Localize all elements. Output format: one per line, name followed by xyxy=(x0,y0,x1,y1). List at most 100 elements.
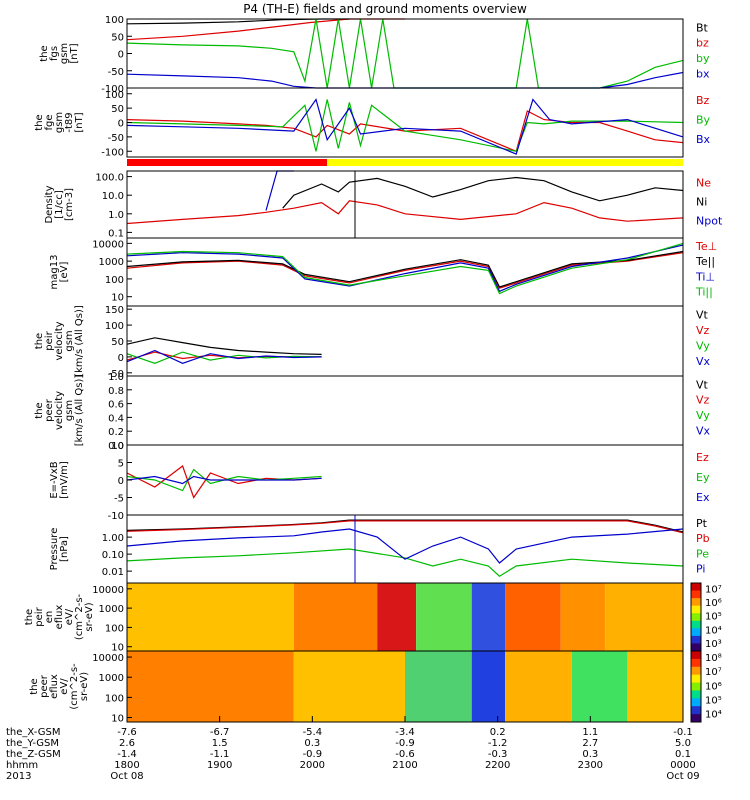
spectrogram-band-9 xyxy=(293,651,405,722)
y-axis-label-5-2: velocity xyxy=(54,391,65,430)
colorbar-cell-8-8 xyxy=(691,643,701,652)
colorbar-label-9-0: 10⁸ xyxy=(705,653,722,664)
legend-4-Vx: Vx xyxy=(696,355,711,368)
series-Ti⊥-12 xyxy=(126,244,684,293)
y-axis-label-8-4: eV/ xyxy=(64,608,75,625)
y-tick-label-9-1: 1000 xyxy=(99,673,124,684)
panel-frame-2 xyxy=(126,170,684,239)
y-tick-label-4-3: 0 xyxy=(118,353,124,364)
legend-7-Pt: Pt xyxy=(696,517,708,530)
spectrogram-band-0 xyxy=(127,583,294,651)
y-axis-label-8-6: sr-eV) xyxy=(84,602,95,631)
legend-2-Ne: Ne xyxy=(696,176,711,189)
x-row-value-3-4: 2200 xyxy=(485,760,510,771)
colorbar-cell-8-5 xyxy=(691,620,701,629)
legend-1-By: By xyxy=(696,113,711,126)
y-axis-label-2-1: [1/cc] xyxy=(54,190,65,219)
y-tick-label-2-0: 100.0 xyxy=(95,173,124,184)
legend-5-Vx: Vx xyxy=(696,424,711,437)
y-axis-label-4-4: [km/s (All Qs)] xyxy=(74,305,85,377)
y-axis-label-2-0: Density xyxy=(44,185,55,223)
legend-3-Te||: Te|| xyxy=(695,255,715,268)
y-tick-label-2-3: 0.1 xyxy=(108,228,124,239)
y-axis-label-8-3: eflux xyxy=(54,605,65,630)
colorbar-label-9-4: 10⁴ xyxy=(705,710,722,721)
spectrogram-band-13 xyxy=(571,651,628,722)
colorbar-cell-9-4 xyxy=(691,682,701,691)
colorbar-label-8-4: 10³ xyxy=(705,639,722,650)
series-Te⊥-10 xyxy=(126,252,684,289)
x-row-label-3: hhmm xyxy=(6,760,38,771)
series-by-2 xyxy=(126,18,684,89)
y-tick-label-1-3: -50 xyxy=(108,133,124,144)
legend-4-Vy: Vy xyxy=(696,340,710,353)
colorbar-cell-9-8 xyxy=(691,714,701,723)
panel-frame-7 xyxy=(126,514,684,584)
y-axis-label-9-2: eflux xyxy=(49,674,60,699)
x-row-value-3-1: 1900 xyxy=(207,760,232,771)
legend-2-Ni: Ni xyxy=(696,195,707,208)
spectrogram-band-14 xyxy=(627,651,683,722)
legend-3-Ti||: Ti|| xyxy=(695,285,713,298)
series-Pi-24 xyxy=(126,528,684,564)
spectrogram-band-12 xyxy=(505,651,572,722)
series-Npot-9 xyxy=(265,170,294,211)
y-tick-label-2-1: 10.0 xyxy=(102,191,124,202)
x-row-value-1-5: 2.7 xyxy=(582,738,598,749)
y-axis-label-1-3: -t89 xyxy=(64,112,75,132)
colorbar-cell-8-0 xyxy=(691,583,701,592)
y-tick-label-5-5: 0.0 xyxy=(108,441,124,452)
series-Ez-18 xyxy=(126,465,322,499)
x-row-value-0-6: -0.1 xyxy=(673,727,693,738)
spectrogram-band-8 xyxy=(127,651,294,722)
legend-3-Ti⊥: Ti⊥ xyxy=(695,270,715,283)
x-row-value-0-1: -6.7 xyxy=(210,727,230,738)
colorbar-cell-9-7 xyxy=(691,706,701,715)
x-row-value-1-2: 0.3 xyxy=(304,738,320,749)
y-tick-label-3-2: 100 xyxy=(105,275,124,286)
y-tick-label-0-1: 50 xyxy=(111,32,124,43)
x-row-value-0-2: -5.4 xyxy=(303,727,323,738)
y-axis-label-0-2: gsm xyxy=(59,43,70,64)
colorbar-cell-9-1 xyxy=(691,658,701,668)
x-row-label-1: the_Y-GSM xyxy=(6,738,59,749)
y-axis-label-0-0: the xyxy=(39,45,50,61)
colorbar-label-8-0: 10⁷ xyxy=(705,585,722,596)
x-row-value-4-6: Oct 09 xyxy=(666,771,699,782)
y-axis-label-5-3: gsm xyxy=(64,400,75,421)
y-axis-label-1-4: [nT] xyxy=(74,112,85,132)
y-tick-label-9-3: 10 xyxy=(111,714,124,725)
y-tick-label-8-1: 1000 xyxy=(99,604,124,615)
x-row-value-0-0: -7.6 xyxy=(117,727,137,738)
colorbar-label-9-1: 10⁷ xyxy=(705,667,722,678)
legend-7-Pe: Pe xyxy=(696,547,709,560)
legend-1-Bx: Bx xyxy=(696,133,711,146)
x-row-value-1-1: 1.5 xyxy=(212,738,228,749)
spectrogram-band-2 xyxy=(377,583,417,651)
y-axis-label-8-0: the xyxy=(24,609,35,625)
y-tick-label-5-3: 0.4 xyxy=(108,413,124,424)
legend-0-Bt: Bt xyxy=(696,21,709,34)
colorbar-cell-9-2 xyxy=(691,666,701,676)
x-row-value-1-3: -0.9 xyxy=(395,738,415,749)
spectrogram-band-5 xyxy=(505,583,561,651)
y-axis-label-0-3: [nT] xyxy=(69,43,80,63)
y-axis-label-9-1: peer xyxy=(39,674,50,698)
x-row-value-3-0: 1800 xyxy=(114,760,139,771)
mode-bar-segment-1 xyxy=(327,159,683,166)
spectrogram-band-11 xyxy=(471,651,506,722)
y-axis-label-8-5: (cm^2-s- xyxy=(74,593,85,640)
panel-frame-4 xyxy=(126,305,684,377)
x-row-value-2-4: -0.3 xyxy=(488,749,508,760)
spectrogram-band-4 xyxy=(471,583,506,651)
y-tick-label-8-0: 10000 xyxy=(92,585,124,596)
y-axis-label-9-5: sr-eV) xyxy=(79,672,90,701)
legend-5-Vz: Vz xyxy=(696,394,710,407)
x-row-value-3-5: 2300 xyxy=(578,760,603,771)
y-tick-label-6-1: 5 xyxy=(118,459,124,470)
y-axis-label-1-1: fge xyxy=(44,114,55,130)
legend-6-Ey: Ey xyxy=(696,471,710,484)
colorbar-cell-9-0 xyxy=(691,651,701,660)
x-row-value-2-2: -0.9 xyxy=(303,749,323,760)
spectrogram-band-6 xyxy=(560,583,606,651)
